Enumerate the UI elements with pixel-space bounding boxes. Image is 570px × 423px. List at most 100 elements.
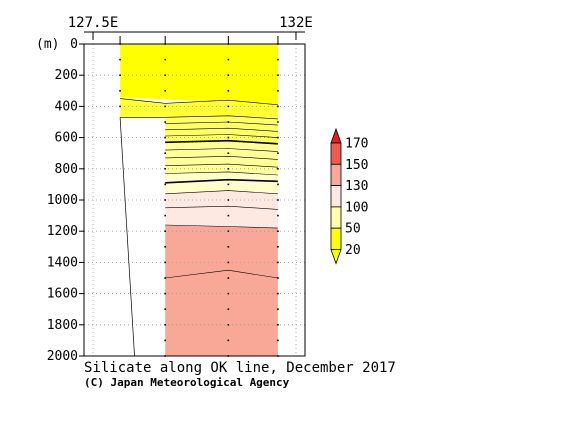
station-sample-3-1300 xyxy=(277,246,279,248)
y-tick-label-8: 1600 xyxy=(47,287,78,302)
x-axis: 127.5E 132E xyxy=(68,15,313,40)
colorbar-label-2: 130 xyxy=(345,179,368,194)
station-sample-3-1400 xyxy=(277,261,279,264)
fill-band-1 xyxy=(120,97,278,118)
station-sample-2-1500 xyxy=(227,277,230,279)
station-sample-3-1200 xyxy=(277,230,279,232)
contour-line-2 xyxy=(165,115,278,120)
colorbar-top-arrow xyxy=(330,127,342,144)
station-sample-2-600 xyxy=(227,136,230,139)
station-sample-0-100 xyxy=(119,58,121,61)
station-sample-1-900 xyxy=(164,183,166,186)
station-sample-3-900 xyxy=(277,183,279,186)
station-sample-3-1600 xyxy=(277,292,279,295)
station-sample-2-300 xyxy=(227,90,230,92)
y-tick-label-6: 1200 xyxy=(47,224,78,239)
fill-band-5 xyxy=(165,190,278,229)
y-axis: 0 200 400 600 800 1000 1200 1400 1600 1800 2000 xyxy=(47,37,84,364)
contour-line-12 xyxy=(165,190,278,195)
station-sample-3-300 xyxy=(277,90,279,92)
plot-contours xyxy=(119,98,278,357)
contour-line-4 xyxy=(165,127,278,132)
y-tick-label-3: 600 xyxy=(55,131,78,146)
station-sample-0-300 xyxy=(119,90,121,92)
station-sample-1-100 xyxy=(164,58,166,61)
station-sample-1-1900 xyxy=(164,339,166,342)
y-tick-label-2: 400 xyxy=(55,99,78,114)
colorbar-box-2 xyxy=(330,163,342,187)
y-tick-label-9: 1800 xyxy=(47,318,78,333)
station-sample-3-1000 xyxy=(277,199,279,201)
contour-line-7 xyxy=(165,148,278,152)
station-sample-3-500 xyxy=(277,121,279,123)
y-tick-label-1: 200 xyxy=(55,68,78,83)
station-sample-1-1400 xyxy=(164,261,166,264)
station-sample-1-500 xyxy=(164,121,166,123)
station-sample-1-700 xyxy=(164,152,166,154)
y-axis-unit-label: (m) xyxy=(36,37,59,52)
station-sample-3-1100 xyxy=(277,214,279,217)
station-sample-1-400 xyxy=(164,105,166,108)
colorbar-label-0: 170 xyxy=(345,137,368,152)
station-sample-2-1200 xyxy=(227,230,230,232)
station-sample-2-500 xyxy=(227,121,230,123)
station-sample-2-1400 xyxy=(227,261,230,264)
colorbar: 170 150 130 100 50 20 xyxy=(330,127,368,265)
station-sample-3-200 xyxy=(277,74,279,76)
contour-line-6 xyxy=(165,139,278,145)
colorbar-bottom-arrow xyxy=(330,249,342,265)
station-sample-1-1300 xyxy=(164,246,166,248)
station-sample-1-1600 xyxy=(164,292,166,295)
contour-line-11 xyxy=(165,178,278,184)
station-sample-2-1300 xyxy=(227,246,230,248)
station-sample-1-800 xyxy=(164,168,166,170)
station-sample-2-1900 xyxy=(227,339,230,342)
contour-line-10 xyxy=(165,171,278,176)
contour-line-9 xyxy=(165,163,278,168)
contour-line-14 xyxy=(165,224,278,229)
station-sample-3-700 xyxy=(277,152,279,154)
y-tick-label-10: 2000 xyxy=(47,349,78,364)
station-sample-2-1700 xyxy=(227,308,230,310)
station-sample-2-800 xyxy=(227,168,230,170)
contour-line-13 xyxy=(165,205,278,210)
chart-credit: (C) Japan Meteorological Agency xyxy=(84,376,290,389)
x-tick-label-1: 132E xyxy=(279,15,313,31)
station-sample-1-1000 xyxy=(164,199,166,201)
station-sample-2-900 xyxy=(227,183,230,186)
station-sample-2-200 xyxy=(227,74,230,76)
contour-line-8 xyxy=(165,155,278,160)
station-sample-0-200 xyxy=(119,74,121,76)
station-sample-1-300 xyxy=(164,90,166,92)
colorbar-box-4 xyxy=(330,206,342,229)
station-sample-1-1800 xyxy=(164,324,166,326)
station-sample-2-400 xyxy=(227,105,230,108)
station-sample-3-600 xyxy=(277,136,279,139)
station-sample-0-400 xyxy=(119,105,121,108)
station-sample-1-1700 xyxy=(164,308,166,310)
contour-line-0 xyxy=(120,98,278,106)
colorbar-label-1: 150 xyxy=(345,158,368,173)
plot-stations xyxy=(119,36,279,357)
contour-line-5 xyxy=(165,134,278,138)
chart-title: Silicate along OK line, December 2017 xyxy=(84,360,396,376)
bottom-profile-line xyxy=(119,117,135,357)
station-sample-2-1000 xyxy=(227,199,230,201)
station-sample-3-100 xyxy=(277,58,279,61)
fill-band-0 xyxy=(120,44,278,105)
fill-band-4 xyxy=(165,171,278,194)
station-sample-1-1100 xyxy=(164,214,166,217)
station-sample-3-1500 xyxy=(277,277,279,279)
fill-band-6 xyxy=(165,225,278,356)
station-sample-2-1800 xyxy=(227,324,230,326)
plot-fills xyxy=(120,44,278,356)
y-tick-label-5: 1000 xyxy=(47,193,78,208)
colorbar-label-5: 20 xyxy=(345,243,361,258)
colorbar-label-4: 50 xyxy=(345,222,361,237)
y-tick-label-0: 0 xyxy=(70,37,78,52)
station-sample-2-100 xyxy=(227,58,230,61)
station-sample-2-700 xyxy=(227,152,230,154)
station-sample-1-600 xyxy=(164,136,166,139)
y-tick-label-4: 800 xyxy=(55,162,78,177)
